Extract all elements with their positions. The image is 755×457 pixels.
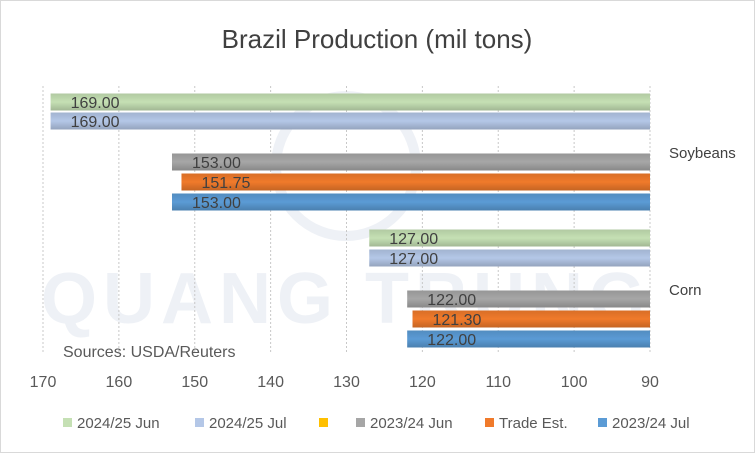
legend: 2024/25 Jun 2024/25 Jul 2023/24 Jun Trade E… xyxy=(63,415,690,432)
x-tick-label: 170 xyxy=(30,374,57,391)
bar-shading xyxy=(407,330,650,348)
data-label: 122.00 xyxy=(427,332,476,349)
bar-shading xyxy=(50,93,650,111)
data-label: 153.00 xyxy=(192,155,241,172)
legend-label: Trade Est. xyxy=(499,415,568,432)
bar-shading xyxy=(407,290,650,308)
data-label: 153.00 xyxy=(192,195,241,212)
bar-shading xyxy=(181,173,651,191)
data-label: 151.75 xyxy=(201,175,250,192)
x-axis-ticks: 170 160 150 140 130 120 110 100 90 xyxy=(30,374,659,391)
bar-shading xyxy=(171,193,651,211)
gridlines xyxy=(42,86,651,353)
x-tick-label: 150 xyxy=(181,374,208,391)
data-label: 169.00 xyxy=(71,95,120,112)
category-labels: Soybeans Corn xyxy=(669,145,736,299)
x-tick-label: 130 xyxy=(333,374,360,391)
legend-label: 2023/24 Jun xyxy=(370,415,453,432)
x-tick-label: 110 xyxy=(485,374,511,391)
legend-swatch xyxy=(319,418,328,427)
x-tick-label: 90 xyxy=(641,374,659,391)
legend-swatch xyxy=(485,418,494,427)
data-label: 122.00 xyxy=(427,292,476,309)
data-label: 127.00 xyxy=(389,251,438,268)
bar-shading xyxy=(369,229,650,247)
bar-shading xyxy=(50,112,650,130)
x-tick-label: 100 xyxy=(561,374,588,391)
legend-swatch xyxy=(195,418,204,427)
legend-swatch xyxy=(63,418,72,427)
data-label: 127.00 xyxy=(389,231,438,248)
source-note: Sources: USDA/Reuters xyxy=(63,344,236,361)
bar-shading xyxy=(171,153,651,171)
category-label: Soybeans xyxy=(669,145,736,162)
data-label: 169.00 xyxy=(71,114,120,131)
bars: 169.00 169.00 153.00 151.75 153.00 127.00 127.… xyxy=(50,93,651,349)
x-tick-label: 160 xyxy=(106,374,133,391)
legend-label: 2023/24 Jul xyxy=(612,415,690,432)
x-tick-label: 140 xyxy=(257,374,284,391)
category-label: Corn xyxy=(669,282,702,299)
chart-title: Brazil Production (mil tons) xyxy=(222,24,533,54)
bar-shading xyxy=(412,310,650,328)
data-label: 121.30 xyxy=(433,312,482,329)
legend-swatch xyxy=(598,418,607,427)
legend-label: 2024/25 Jul xyxy=(209,415,287,432)
bar-shading xyxy=(369,249,650,267)
x-tick-label: 120 xyxy=(409,374,436,391)
legend-label: 2024/25 Jun xyxy=(77,415,160,432)
legend-swatch xyxy=(356,418,365,427)
